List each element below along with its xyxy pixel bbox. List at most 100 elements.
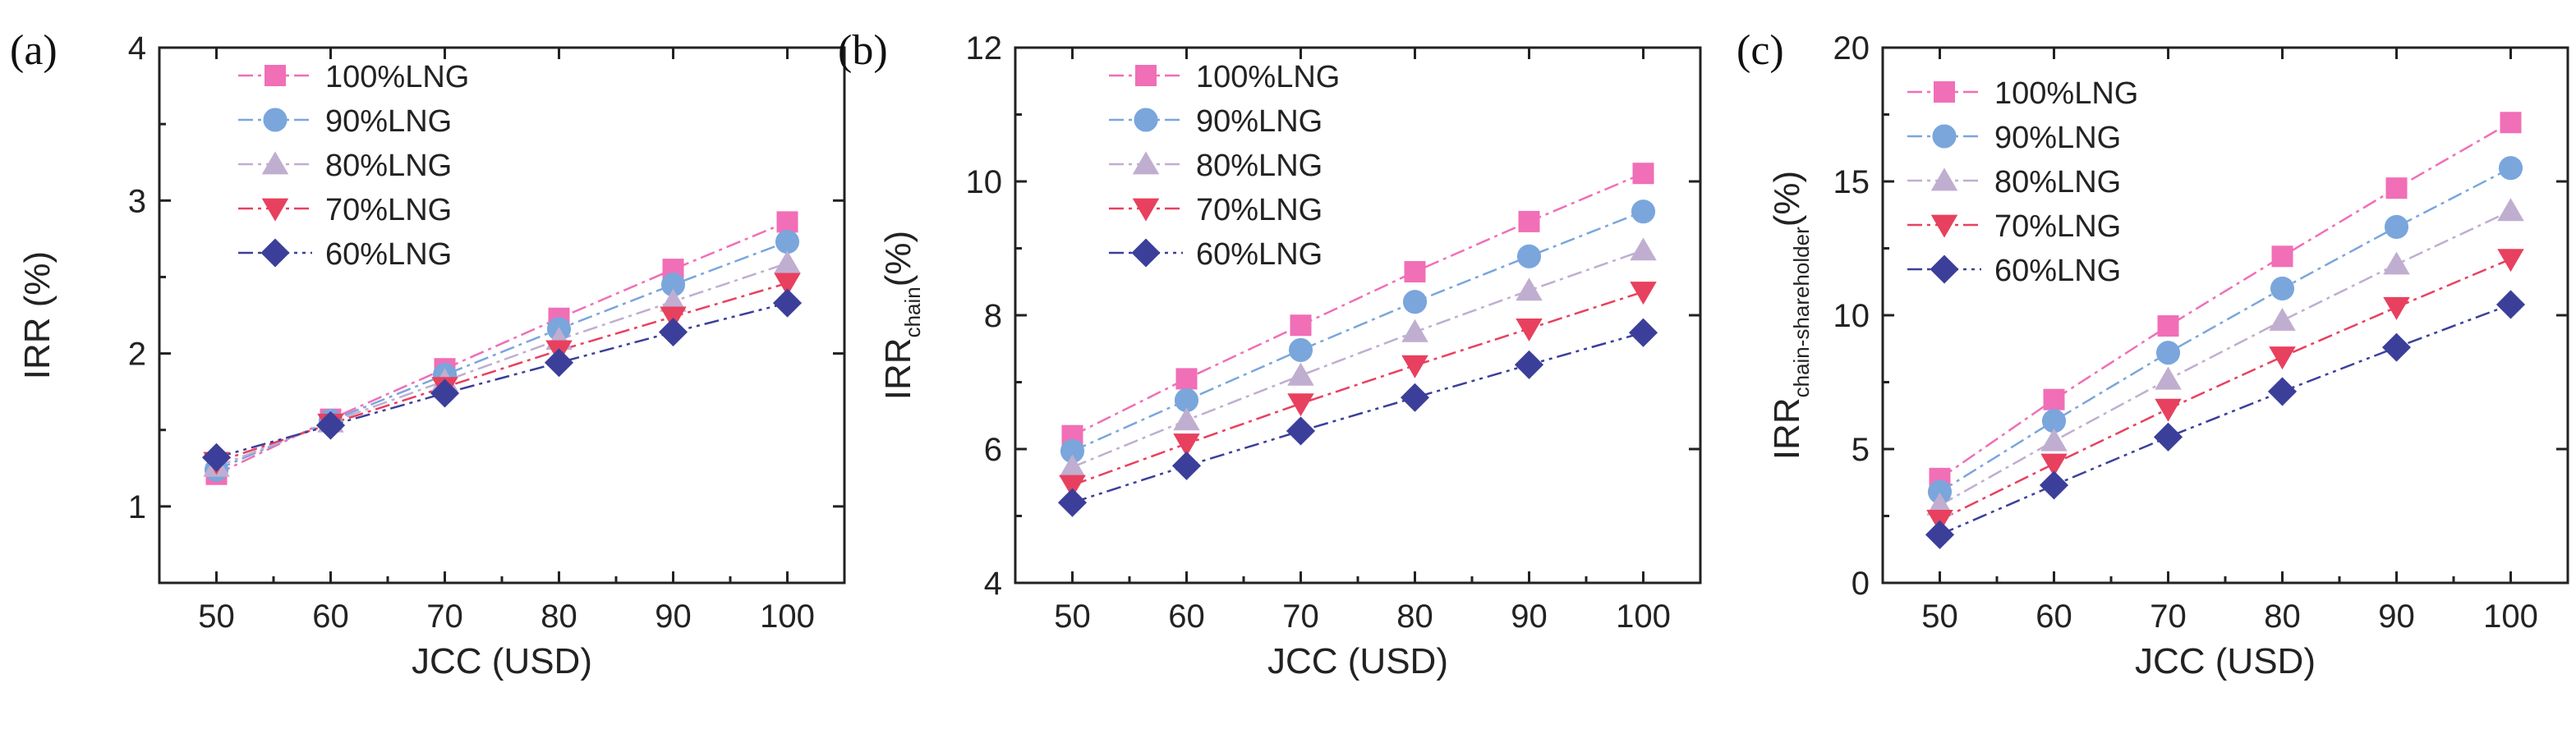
legend-marker [1930, 254, 1959, 284]
data-point [775, 230, 800, 254]
y-tick-label: 1 [128, 489, 146, 525]
data-point [1925, 520, 1955, 549]
panel-label: (b) [838, 27, 888, 74]
y-tick-label: 3 [128, 183, 146, 219]
y-tick-label: 5 [1852, 432, 1870, 468]
data-point [201, 442, 232, 472]
legend-marker [1135, 65, 1157, 86]
data-point [1174, 387, 1199, 413]
data-point [2381, 332, 2412, 362]
legend-label: 80%LNG [1196, 149, 1322, 183]
data-point [2498, 156, 2523, 181]
series-line-70%LNG [216, 282, 788, 464]
data-point [1401, 355, 1428, 378]
data-point [1632, 163, 1654, 185]
x-tick-label: 100 [1616, 598, 1671, 635]
legend-marker [1134, 108, 1158, 132]
data-point [2269, 346, 2296, 370]
data-point [1516, 277, 1543, 301]
y-tick-label: 6 [984, 432, 1002, 468]
data-point [660, 273, 686, 297]
legend-marker [263, 108, 288, 132]
y-axis-label-subscript: chain [900, 287, 925, 337]
x-tick-label: 80 [1396, 598, 1433, 635]
data-point [2271, 245, 2293, 268]
legend-marker [1131, 238, 1161, 268]
legend: 100%LNG 90%LNG 80%LNG 70%LNG 60%LNG [1907, 76, 2138, 288]
legend-marker [260, 238, 290, 268]
y-axis-label-subscript: chain-shareholder [1789, 227, 1814, 397]
series-line-60%LNG [1939, 303, 2511, 536]
y-tick-label: 15 [1833, 164, 1870, 200]
legend-label: 80%LNG [1994, 165, 2121, 199]
data-point [2041, 409, 2067, 433]
data-point [1927, 479, 1953, 504]
data-point [1288, 337, 1313, 362]
legend-label: 60%LNG [1994, 254, 2121, 288]
y-axis-label-main: IRR [878, 337, 918, 400]
series-line-60%LNG [216, 301, 788, 459]
data-point [1060, 438, 1085, 464]
x-tick-label: 70 [2150, 598, 2187, 635]
data-point [1516, 244, 1542, 268]
data-point [658, 317, 688, 347]
data-point [1631, 199, 1656, 224]
chart-panel-2: 50 60 70 80 90 100 4 6 8 10 12 JCC (USD) IRRchain(%)… [838, 27, 1702, 681]
chart-panel-1: 50 60 70 80 90 100 1 2 3 4 JCC (USD) IRR (%) (a) 100%… [10, 27, 846, 681]
data-point [1514, 350, 1544, 379]
data-point [2267, 377, 2298, 406]
data-point [2153, 422, 2183, 452]
legend-marker [1132, 151, 1160, 175]
series-line-60%LNG [1072, 331, 1644, 504]
data-point [1518, 210, 1540, 232]
y-axis-label: IRRchain-shareholder(%) [1767, 171, 1814, 460]
legend-marker [1934, 81, 1955, 103]
x-tick-label: 60 [1168, 598, 1205, 635]
data-point [2040, 453, 2068, 477]
data-point [2270, 276, 2295, 300]
data-point [1171, 451, 1202, 480]
x-tick-label: 100 [760, 598, 815, 635]
data-point [430, 378, 460, 408]
data-point [1175, 368, 1198, 390]
legend-label: 90%LNG [325, 104, 452, 139]
y-tick-label: 4 [128, 30, 146, 66]
data-point [774, 273, 801, 296]
data-point [2497, 198, 2524, 222]
data-point [2384, 214, 2409, 239]
x-tick-label: 90 [1511, 598, 1548, 635]
data-point [2040, 428, 2068, 452]
legend-marker [1932, 124, 1957, 149]
data-point [1628, 318, 1658, 347]
y-axis-label: IRR (%) [17, 251, 58, 379]
data-point [1057, 488, 1088, 517]
data-point [1173, 433, 1200, 457]
series-line-100%LNG [1939, 122, 2512, 479]
data-point [1290, 314, 1312, 337]
x-tick-label: 80 [540, 598, 577, 635]
x-axis-label: JCC (USD) [412, 641, 592, 681]
x-axis-label: JCC (USD) [2135, 641, 2316, 681]
y-axis-label-unit: (%) [878, 231, 918, 287]
data-point [1059, 475, 1086, 498]
data-point [1401, 319, 1428, 342]
data-point [1173, 407, 1200, 431]
y-tick-label: 10 [1833, 298, 1870, 334]
plot-frame [1014, 46, 1702, 585]
data-point [1516, 318, 1543, 342]
data-point [1287, 362, 1314, 386]
x-tick-label: 60 [2036, 598, 2072, 635]
legend-marker [261, 198, 289, 222]
data-point [1926, 492, 1953, 516]
y-tick-label: 20 [1833, 30, 1870, 66]
data-point [774, 250, 801, 274]
data-point [1404, 261, 1426, 283]
legend-label: 70%LNG [325, 193, 452, 227]
y-axis-label-unit: (%) [1767, 171, 1807, 227]
data-point [544, 348, 574, 378]
panel-label: (c) [1736, 27, 1784, 74]
y-tick-label: 4 [984, 566, 1002, 602]
y-axis-label-main: IRR (%) [17, 251, 58, 379]
data-point [1630, 237, 1657, 261]
